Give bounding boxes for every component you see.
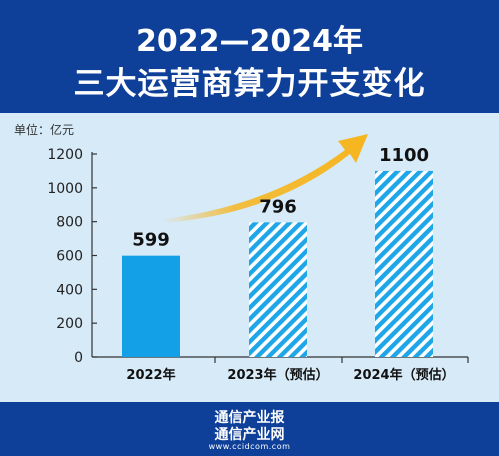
value-label: 599	[132, 230, 170, 251]
bar-0	[122, 255, 180, 357]
trend-arrow-shape	[163, 134, 368, 223]
x-axis-labels: 2022年 2023年（预估） 2024年（预估）	[126, 367, 454, 383]
y-tick-label: 1000	[47, 181, 83, 197]
y-tick-label: 600	[56, 249, 83, 265]
header-banner: 2022—2024年 三大运营商算力开支变化	[0, 0, 499, 113]
y-tick-label: 200	[56, 316, 83, 332]
bar-2	[375, 170, 433, 357]
y-tick-label: 400	[56, 282, 83, 298]
footer-brand-1: 通信产业报	[214, 410, 285, 426]
y-tick-label: 0	[74, 350, 83, 366]
title-main: 三大运营商算力开支变化	[73, 66, 426, 102]
x-tick-label: 2022年	[126, 367, 175, 383]
footer-brand-2: 通信产业网	[214, 427, 285, 443]
value-label: 1100	[379, 145, 429, 166]
y-tick-label: 1200	[47, 147, 83, 163]
value-label: 796	[259, 196, 297, 217]
title-years: 2022—2024年	[136, 24, 363, 59]
value-labels: 599 796 1100	[132, 145, 429, 251]
bars-group	[122, 170, 433, 357]
unit-label: 单位：亿元	[14, 123, 75, 137]
x-tick-label: 2023年（预估）	[227, 367, 328, 383]
y-axis-ticks: 0 200 400 600 800 1000 1200	[47, 147, 97, 366]
x-tick-label: 2024年（预估）	[353, 367, 454, 383]
footer-banner: 通信产业报 通信产业网 www.ccidcom.com	[0, 402, 499, 456]
y-tick-label: 800	[56, 215, 83, 231]
bar-1	[249, 222, 307, 357]
footer-url: www.ccidcom.com	[208, 442, 291, 451]
trend-arrow-icon	[163, 134, 368, 223]
